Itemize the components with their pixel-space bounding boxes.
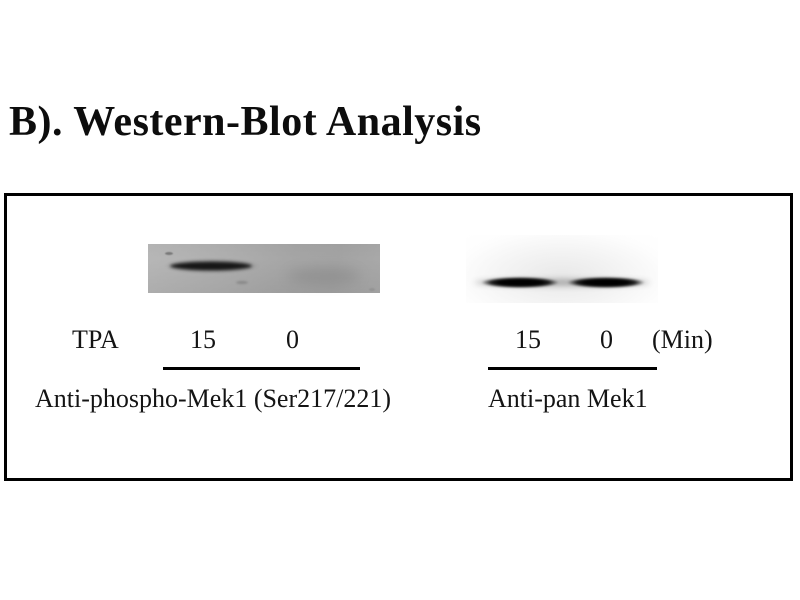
- right-lane-underline: [488, 367, 657, 370]
- left-time-15-label: 15: [190, 325, 216, 354]
- pan-band-0min: [567, 277, 645, 288]
- phospho-band-15min: [170, 262, 252, 270]
- right-time-0-label: 0: [600, 325, 613, 354]
- blot-speck: [369, 288, 375, 291]
- right-time-15-label: 15: [515, 325, 541, 354]
- figure-title: B). Western-Blot Analysis: [9, 99, 482, 145]
- blot-speck: [165, 252, 173, 255]
- left-lane-underline: [163, 367, 360, 370]
- minutes-unit-label: (Min): [652, 325, 713, 354]
- pan-band-15min: [481, 277, 559, 288]
- figure-panel: [4, 193, 793, 481]
- pan-band-haze: [474, 279, 650, 286]
- left-time-0-label: 0: [286, 325, 299, 354]
- pan-mek1-blot-image: [466, 235, 658, 303]
- phospho-blot-caption: Anti-phospho-Mek1 (Ser217/221): [35, 384, 392, 413]
- phospho-lane-0min-smear: [288, 268, 360, 284]
- blot-speck: [236, 281, 248, 284]
- pan-blot-caption: Anti-pan Mek1: [488, 384, 648, 413]
- tpa-label: TPA: [72, 325, 119, 354]
